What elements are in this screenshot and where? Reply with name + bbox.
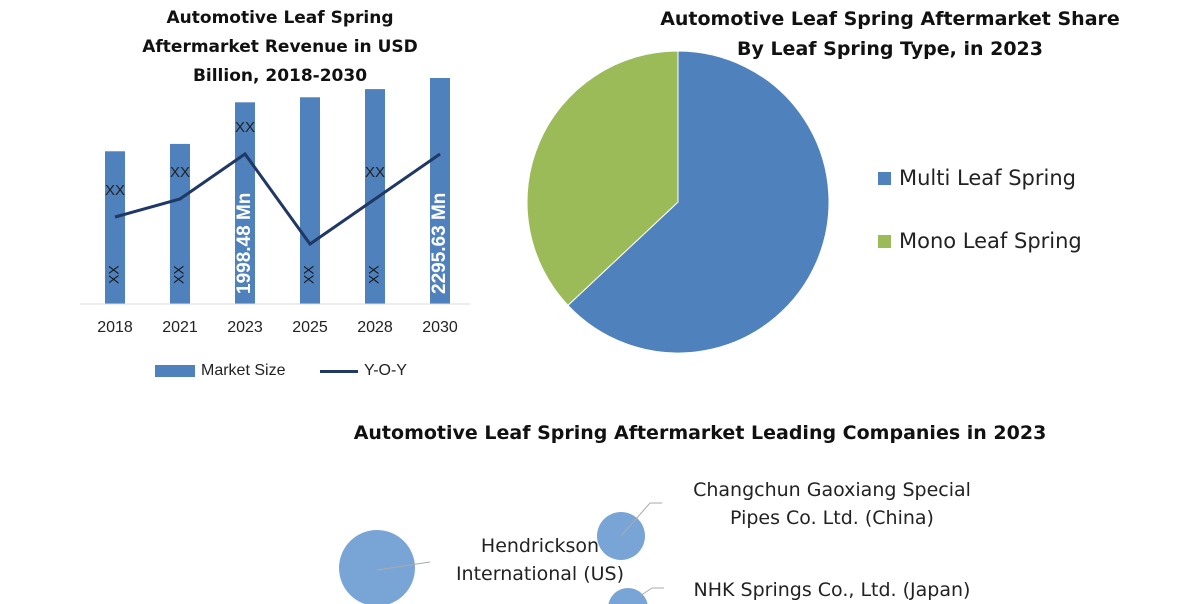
bar-data-label: XX — [366, 265, 382, 284]
multi-leaf-swatch — [878, 171, 891, 185]
company-nhk: NHK Springs Co., Ltd. (Japan) — [672, 576, 992, 604]
company-bubble — [608, 588, 648, 604]
yoy-data-label: XX — [170, 164, 190, 181]
x-tick-label: 2018 — [97, 319, 133, 336]
yoy-data-label: XX — [365, 164, 385, 181]
bar-chart-title: Automotive Leaf Spring Aftermarket Reven… — [100, 4, 460, 91]
yoy-data-label: XX — [235, 119, 255, 136]
x-tick-label: 2028 — [357, 319, 393, 336]
pie-chart-title: Automotive Leaf Spring Aftermarket Share… — [620, 4, 1160, 64]
bar-title-line: Billion, 2018-2030 — [192, 66, 368, 86]
market-size-bar — [235, 102, 255, 304]
yoy-data-label: XX — [105, 182, 125, 199]
market-size-bar — [170, 143, 190, 304]
market-size-bar — [365, 89, 385, 304]
yoy-line — [114, 151, 441, 247]
market-size-bar — [430, 78, 450, 304]
bar-data-label: 2295.63 Mn — [429, 193, 450, 294]
pie-slice — [526, 50, 679, 307]
pie-legend-multi: Multi Leaf Spring — [878, 166, 1076, 190]
company-name-line: Hendrickson — [480, 535, 600, 557]
company-changchun: Changchun Gaoxiang Special Pipes Co. Ltd… — [672, 476, 992, 532]
pie-chart — [526, 50, 830, 354]
x-tick-label: 2021 — [162, 319, 198, 336]
bubble-chart-title: Automotive Leaf Spring Aftermarket Leadi… — [353, 422, 1047, 444]
x-tick-label: 2025 — [292, 319, 328, 336]
bar-title-line: Aftermarket Revenue in USD — [142, 37, 418, 57]
pie-legend-mono: Mono Leaf Spring — [878, 229, 1082, 253]
multi-leaf-label: Multi Leaf Spring — [899, 166, 1076, 190]
bar-data-label: 1998.48 Mn — [234, 193, 255, 294]
market-size-bar — [300, 97, 320, 304]
x-tick-label: 2030 — [422, 319, 458, 336]
leader-line — [620, 502, 651, 537]
bar-data-label: XX — [106, 265, 122, 284]
market-size-bar — [105, 151, 125, 304]
market-size-label: Market Size — [201, 362, 286, 379]
bar-chart: XX 2018 XX 2021 1998.48 Mn 2023 XX 2025 XX 2028 22… — [80, 78, 470, 336]
company-name-line: International (US) — [455, 563, 625, 585]
pie-title-line: By Leaf Spring Type, in 2023 — [736, 38, 1044, 60]
leader-line — [376, 561, 431, 571]
company-bubble — [339, 530, 415, 604]
pie-slice — [567, 50, 830, 354]
bar-title-line: Automotive Leaf Spring — [166, 8, 394, 28]
mono-leaf-swatch — [878, 234, 891, 248]
x-tick-label: 2023 — [227, 319, 263, 336]
company-name-line: NHK Springs Co., Ltd. (Japan) — [693, 579, 971, 601]
leader-line — [639, 587, 653, 597]
bar-legend-market-size: Market Size — [155, 362, 285, 380]
mono-leaf-label: Mono Leaf Spring — [899, 229, 1082, 253]
company-hendrickson: Hendrickson International (US) — [440, 532, 640, 588]
pie-title-line: Automotive Leaf Spring Aftermarket Share — [660, 8, 1120, 30]
company-name-line: Changchun Gaoxiang Special — [693, 479, 971, 501]
bar-data-label: XX — [301, 265, 317, 284]
bar-data-label: XX — [171, 265, 187, 284]
company-name-line: Pipes Co. Ltd. (China) — [730, 507, 934, 529]
market-size-swatch — [155, 365, 195, 377]
yoy-swatch — [320, 369, 358, 373]
bar-legend-yoy: Y-O-Y — [320, 362, 407, 380]
yoy-label: Y-O-Y — [364, 362, 407, 379]
